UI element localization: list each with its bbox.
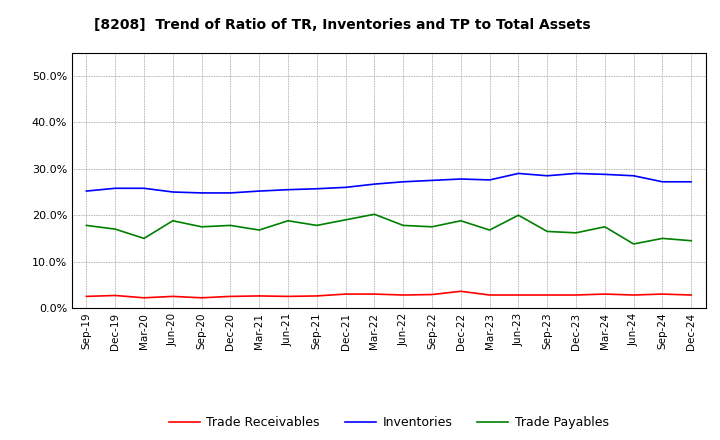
Trade Payables: [629, 241, 638, 246]
Trade Payables: [428, 224, 436, 229]
Inventories: [572, 171, 580, 176]
Trade Receivables: [485, 292, 494, 297]
Trade Receivables: [428, 292, 436, 297]
Inventories: [485, 177, 494, 183]
Inventories: [226, 190, 235, 195]
Inventories: [658, 179, 667, 184]
Legend: Trade Receivables, Inventories, Trade Payables: Trade Receivables, Inventories, Trade Pa…: [164, 411, 613, 434]
Trade Receivables: [456, 289, 465, 294]
Inventories: [341, 185, 350, 190]
Trade Receivables: [658, 291, 667, 297]
Trade Payables: [399, 223, 408, 228]
Trade Receivables: [168, 294, 177, 299]
Trade Payables: [226, 223, 235, 228]
Trade Receivables: [111, 293, 120, 298]
Trade Payables: [687, 238, 696, 243]
Trade Receivables: [370, 291, 379, 297]
Trade Payables: [140, 236, 148, 241]
Inventories: [255, 188, 264, 194]
Inventories: [111, 186, 120, 191]
Trade Payables: [82, 223, 91, 228]
Trade Receivables: [600, 291, 609, 297]
Inventories: [370, 181, 379, 187]
Trade Payables: [572, 230, 580, 235]
Inventories: [140, 186, 148, 191]
Trade Payables: [111, 227, 120, 232]
Trade Payables: [168, 218, 177, 224]
Inventories: [82, 188, 91, 194]
Trade Payables: [341, 217, 350, 223]
Trade Payables: [600, 224, 609, 229]
Trade Receivables: [572, 292, 580, 297]
Trade Payables: [485, 227, 494, 233]
Trade Receivables: [82, 294, 91, 299]
Trade Receivables: [543, 292, 552, 297]
Inventories: [399, 179, 408, 184]
Line: Inventories: Inventories: [86, 173, 691, 193]
Trade Payables: [284, 218, 292, 224]
Trade Payables: [543, 229, 552, 234]
Text: [8208]  Trend of Ratio of TR, Inventories and TP to Total Assets: [8208] Trend of Ratio of TR, Inventories…: [94, 18, 590, 32]
Inventories: [600, 172, 609, 177]
Inventories: [428, 178, 436, 183]
Trade Receivables: [341, 291, 350, 297]
Trade Receivables: [312, 293, 321, 299]
Trade Receivables: [687, 292, 696, 297]
Trade Receivables: [140, 295, 148, 301]
Inventories: [514, 171, 523, 176]
Inventories: [687, 179, 696, 184]
Trade Receivables: [284, 294, 292, 299]
Line: Trade Receivables: Trade Receivables: [86, 291, 691, 298]
Inventories: [629, 173, 638, 178]
Trade Receivables: [399, 292, 408, 297]
Inventories: [168, 189, 177, 194]
Trade Payables: [370, 212, 379, 217]
Trade Payables: [255, 227, 264, 233]
Line: Trade Payables: Trade Payables: [86, 214, 691, 244]
Trade Payables: [658, 236, 667, 241]
Inventories: [543, 173, 552, 178]
Inventories: [456, 176, 465, 182]
Inventories: [312, 186, 321, 191]
Trade Payables: [514, 213, 523, 218]
Trade Payables: [312, 223, 321, 228]
Trade Payables: [456, 218, 465, 224]
Inventories: [197, 190, 206, 195]
Inventories: [284, 187, 292, 192]
Trade Receivables: [226, 294, 235, 299]
Trade Receivables: [255, 293, 264, 299]
Trade Receivables: [197, 295, 206, 301]
Trade Payables: [197, 224, 206, 229]
Trade Receivables: [629, 292, 638, 297]
Trade Receivables: [514, 292, 523, 297]
